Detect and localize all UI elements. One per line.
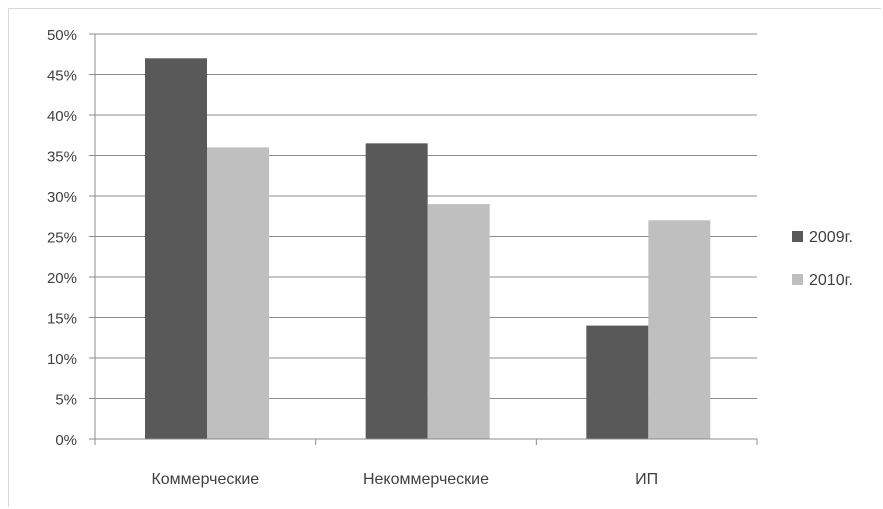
y-tick-label: 0% bbox=[55, 432, 77, 449]
y-tick-label: 20% bbox=[47, 270, 77, 287]
x-tick-label: ИП bbox=[635, 471, 658, 488]
y-tick-label: 30% bbox=[47, 189, 77, 206]
y-tick-label: 25% bbox=[47, 230, 77, 247]
y-tick-label: 5% bbox=[55, 392, 77, 409]
bar-series1 bbox=[365, 143, 428, 439]
y-tick-label: 40% bbox=[47, 108, 77, 125]
y-tick-label: 45% bbox=[47, 68, 77, 85]
y-tick-label: 10% bbox=[47, 351, 77, 368]
y-tick-label: 15% bbox=[47, 311, 77, 328]
legend-label: 2009г. bbox=[809, 229, 853, 246]
x-tick-label: Коммерческие bbox=[151, 471, 259, 488]
legend: 2009г. 2010г. bbox=[792, 229, 853, 289]
legend-label: 2010г. bbox=[809, 272, 853, 289]
y-tick-label: 50% bbox=[47, 27, 77, 44]
bar-series1 bbox=[145, 58, 207, 440]
x-axis bbox=[94, 34, 758, 445]
bar-series2 bbox=[207, 147, 269, 439]
legend-swatch bbox=[792, 231, 803, 242]
bars bbox=[145, 58, 711, 440]
bar-series2 bbox=[427, 204, 490, 439]
bar-series1 bbox=[586, 325, 649, 439]
bar-series2 bbox=[648, 220, 711, 439]
y-tick-label: 35% bbox=[47, 149, 77, 166]
legend-swatch bbox=[792, 274, 803, 285]
x-tick-label: Некоммерческие bbox=[363, 471, 489, 488]
x-axis-tick-labels: Коммерческие Некоммерческие ИП bbox=[151, 471, 658, 488]
y-axis-tick-labels: 0% 5% 10% 15% 20% 25% 30% 35% 40% 45% 50% bbox=[47, 27, 95, 449]
